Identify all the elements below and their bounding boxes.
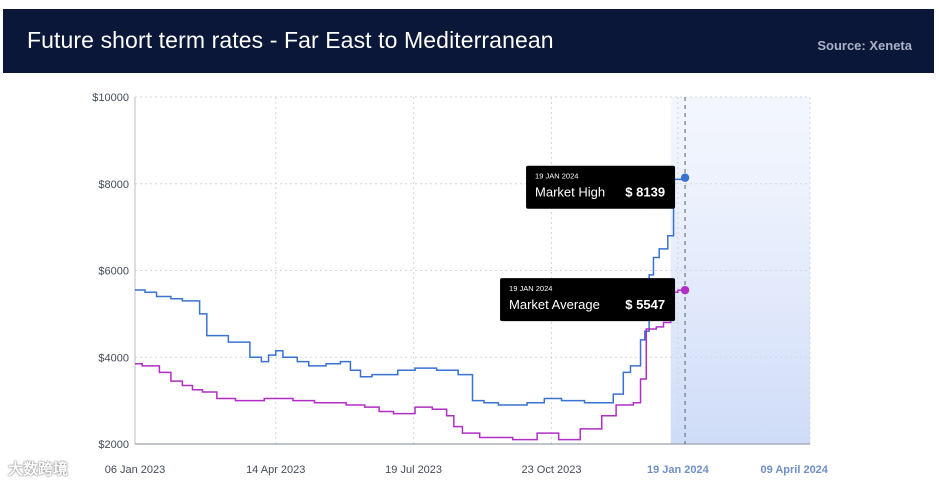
tooltip-high: 19 JAN 2024 Market High $ 8139: [526, 165, 676, 209]
tooltip-label: Market High: [535, 185, 605, 200]
chart-title: Future short term rates - Far East to Me…: [27, 27, 554, 53]
tooltip-box: [500, 278, 676, 322]
series-line-average: [135, 289, 686, 441]
x-tick-label: 19 Jan 2024: [647, 464, 710, 476]
x-tick-label: 19 Jul 2023: [385, 464, 442, 476]
tooltip-date: 19 JAN 2024: [509, 284, 552, 293]
watermark-logo: 大数跨境: [8, 461, 69, 478]
tooltip-date: 19 JAN 2024: [535, 172, 578, 181]
tooltip-value: $ 8139: [625, 185, 665, 200]
source-label: Source: Xeneta: [817, 38, 912, 53]
x-tick-label: 23 Oct 2023: [522, 464, 582, 476]
y-tick-label: $10000: [92, 92, 129, 104]
x-tick-label: 06 Jan 2023: [105, 464, 166, 476]
tooltip-value: $ 5547: [625, 297, 665, 312]
series-endpoint-average: [680, 285, 690, 295]
chart-header: Future short term rates - Far East to Me…: [3, 9, 934, 73]
x-tick-label: 14 Apr 2023: [246, 464, 305, 476]
tooltip-box: [526, 165, 676, 209]
y-tick-label: $4000: [98, 352, 129, 364]
x-tick-label: 09 April 2024: [760, 464, 828, 476]
tooltip-label: Market Average: [509, 297, 600, 312]
y-tick-label: $6000: [98, 266, 129, 278]
series-line-high: [135, 177, 686, 406]
y-tick-label: $8000: [98, 179, 129, 191]
tooltip-average: 19 JAN 2024 Market Average $ 5547: [500, 278, 676, 322]
y-tick-label: $2000: [98, 439, 129, 451]
series-endpoint-high: [680, 173, 690, 182]
